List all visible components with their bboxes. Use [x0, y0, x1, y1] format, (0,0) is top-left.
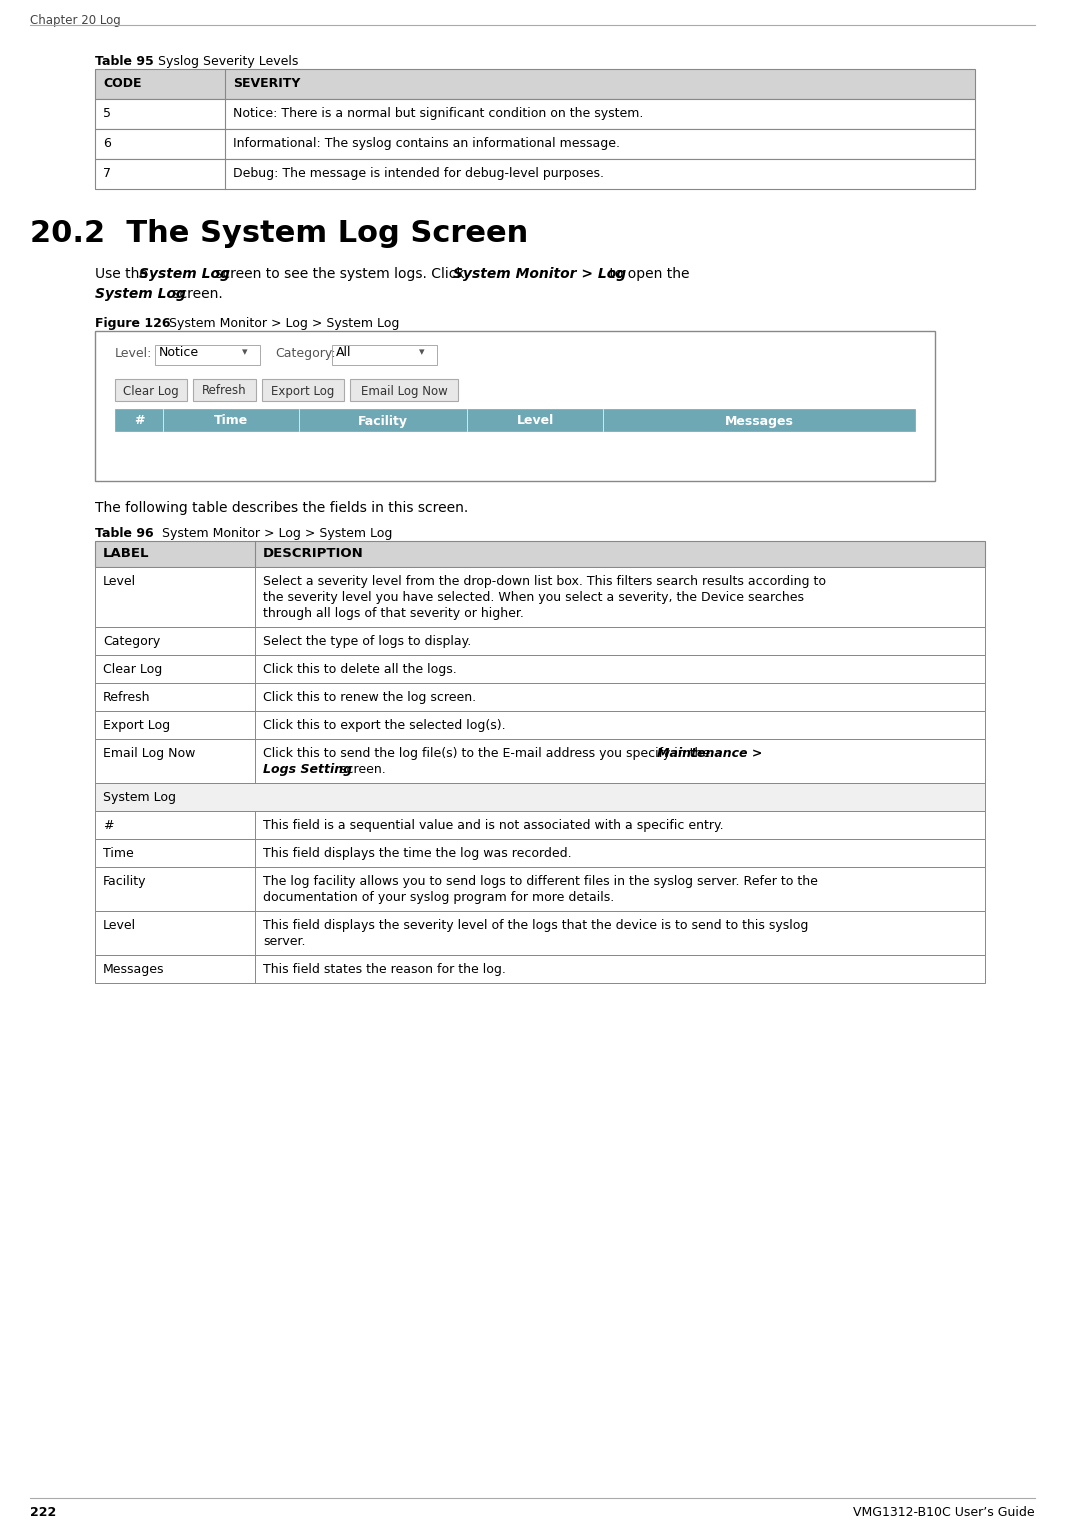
Text: This field displays the severity level of the logs that the device is to send to: This field displays the severity level o… [263, 919, 808, 933]
Text: This field displays the time the log was recorded.: This field displays the time the log was… [263, 847, 572, 860]
Text: Table 95: Table 95 [95, 55, 153, 69]
Text: Informational: The syslog contains an informational message.: Informational: The syslog contains an in… [233, 137, 620, 149]
Text: 222: 222 [30, 1506, 56, 1519]
Bar [95, 683, 985, 712]
Text: Click this to send the log file(s) to the E-mail address you specify in the: Click this to send the log file(s) to th… [263, 747, 715, 760]
Bar [95, 158, 974, 189]
Text: The following table describes the fields in this screen.: The following table describes the fields… [95, 501, 469, 515]
Text: Clear Log: Clear Log [103, 663, 162, 677]
Text: Click this to export the selected log(s).: Click this to export the selected log(s)… [263, 719, 506, 732]
Text: Clear Log: Clear Log [124, 384, 179, 398]
Bar [95, 811, 985, 840]
Bar [95, 911, 985, 956]
Text: Logs Setting: Logs Setting [263, 764, 353, 776]
Text: LABEL: LABEL [103, 547, 149, 559]
Text: 7: 7 [103, 168, 111, 180]
Text: 5: 5 [103, 107, 111, 120]
Text: Level: Level [517, 415, 554, 428]
Bar [95, 655, 985, 683]
Text: 6: 6 [103, 137, 111, 149]
Text: Click this to renew the log screen.: Click this to renew the log screen. [263, 690, 476, 704]
Text: System Monitor > Log > System Log: System Monitor > Log > System Log [150, 527, 392, 539]
Text: System Log: System Log [103, 791, 176, 805]
Text: screen to see the system logs. Click: screen to see the system logs. Click [211, 267, 469, 280]
Text: the severity level you have selected. When you select a severity, the Device sea: the severity level you have selected. Wh… [263, 591, 804, 604]
Text: ▾: ▾ [242, 347, 248, 357]
Bar [350, 379, 458, 401]
Text: Notice: Notice [159, 346, 199, 360]
Bar [262, 379, 344, 401]
Bar [115, 408, 915, 431]
Bar [95, 99, 974, 130]
Bar [95, 783, 985, 811]
Text: Messages: Messages [103, 963, 164, 975]
Text: Use the: Use the [95, 267, 152, 280]
Text: Category: Category [103, 636, 160, 648]
Text: Export Log: Export Log [103, 719, 170, 732]
Text: System Monitor > Log: System Monitor > Log [453, 267, 626, 280]
Text: Level: Level [103, 575, 136, 588]
Text: ▾: ▾ [419, 347, 425, 357]
Text: Select a severity level from the drop-down list box. This filters search results: Select a severity level from the drop-do… [263, 575, 826, 588]
Text: Level:: Level: [115, 347, 152, 360]
Text: documentation of your syslog program for more details.: documentation of your syslog program for… [263, 892, 615, 904]
Text: System Log: System Log [140, 267, 230, 280]
Bar [95, 541, 985, 567]
Text: VMG1312-B10C User’s Guide: VMG1312-B10C User’s Guide [853, 1506, 1035, 1519]
Text: Messages: Messages [724, 415, 793, 428]
Text: 20.2  The System Log Screen: 20.2 The System Log Screen [30, 219, 528, 248]
Text: Debug: The message is intended for debug-level purposes.: Debug: The message is intended for debug… [233, 168, 604, 180]
Text: screen.: screen. [337, 764, 386, 776]
Text: Export Log: Export Log [272, 384, 334, 398]
Text: #: # [134, 415, 144, 428]
Text: through all logs of that severity or higher.: through all logs of that severity or hig… [263, 607, 524, 620]
Text: Syslog Severity Levels: Syslog Severity Levels [150, 55, 298, 69]
Bar [332, 344, 437, 366]
Bar [95, 840, 985, 867]
Text: The log facility allows you to send logs to different files in the syslog server: The log facility allows you to send logs… [263, 875, 818, 888]
Text: Email Log Now: Email Log Now [103, 747, 195, 760]
Bar [95, 867, 985, 911]
Text: Time: Time [103, 847, 134, 860]
Bar [95, 130, 974, 158]
Text: System Log: System Log [95, 287, 186, 302]
Text: Click this to delete all the logs.: Click this to delete all the logs. [263, 663, 457, 677]
Text: Refresh: Refresh [103, 690, 150, 704]
Text: This field states the reason for the log.: This field states the reason for the log… [263, 963, 506, 975]
Text: Category:: Category: [275, 347, 335, 360]
Text: DESCRIPTION: DESCRIPTION [263, 547, 364, 559]
Text: to open the: to open the [605, 267, 689, 280]
Bar [95, 626, 985, 655]
Text: screen.: screen. [168, 287, 223, 302]
Text: Notice: There is a normal but significant condition on the system.: Notice: There is a normal but significan… [233, 107, 643, 120]
Text: Facility: Facility [103, 875, 147, 888]
Bar [115, 379, 187, 401]
Text: All: All [335, 346, 351, 360]
Text: This field is a sequential value and is not associated with a specific entry.: This field is a sequential value and is … [263, 818, 723, 832]
Text: Select the type of logs to display.: Select the type of logs to display. [263, 636, 471, 648]
Text: Chapter 20 Log: Chapter 20 Log [30, 14, 120, 27]
Bar [95, 567, 985, 626]
Text: Time: Time [214, 415, 248, 428]
Text: SEVERITY: SEVERITY [233, 78, 300, 90]
Text: server.: server. [263, 936, 306, 948]
Text: Maintenance >: Maintenance > [657, 747, 763, 760]
Bar [193, 379, 256, 401]
Text: #: # [103, 818, 114, 832]
Text: Refresh: Refresh [202, 384, 247, 398]
Bar [155, 344, 260, 366]
Bar [95, 739, 985, 783]
Text: Facility: Facility [358, 415, 408, 428]
Bar [95, 956, 985, 983]
Text: Email Log Now: Email Log Now [361, 384, 447, 398]
Bar [95, 712, 985, 739]
Text: Level: Level [103, 919, 136, 933]
Bar [95, 331, 935, 482]
Text: CODE: CODE [103, 78, 142, 90]
Text: Figure 126: Figure 126 [95, 317, 170, 331]
Bar [95, 69, 974, 99]
Text: Table 96: Table 96 [95, 527, 153, 539]
Text: System Monitor > Log > System Log: System Monitor > Log > System Log [157, 317, 399, 331]
